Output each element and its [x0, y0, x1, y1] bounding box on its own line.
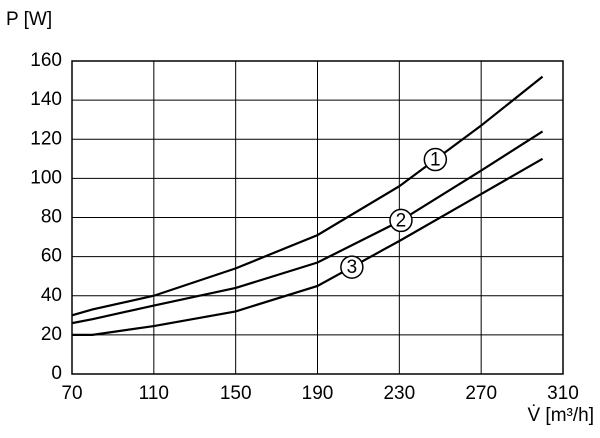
- y-tick-label: 40: [41, 285, 62, 306]
- y-tick-label: 0: [51, 363, 62, 384]
- y-axis-label: P [W]: [6, 9, 52, 30]
- x-tick-label: 190: [302, 383, 334, 404]
- curve-label-circle: [423, 147, 448, 172]
- curve: [71, 130, 544, 325]
- curve-label-circle: [389, 208, 413, 233]
- y-tick-label: 160: [30, 50, 62, 71]
- x-tick-label: 70: [61, 383, 82, 404]
- x-tick-label: 150: [220, 383, 252, 404]
- x-tick-label: 270: [465, 383, 497, 404]
- y-tick-label: 120: [30, 128, 62, 149]
- curve-label: 3: [347, 257, 358, 278]
- y-tick-label: 100: [30, 167, 62, 188]
- curve: [72, 157, 544, 336]
- curve-label: 2: [396, 210, 407, 231]
- x-tick-label: 110: [139, 383, 169, 404]
- x-tick-label: 230: [383, 383, 415, 404]
- y-tick-label: 140: [30, 89, 62, 110]
- y-tick-label: 80: [41, 207, 62, 228]
- x-axis-label: V̇ [m³/h]: [527, 405, 594, 426]
- curve-label-circle: [340, 255, 364, 279]
- curve-label: 1: [430, 150, 441, 171]
- x-tick-label: 310: [547, 383, 579, 404]
- curve: [71, 75, 544, 317]
- y-tick-label: 60: [41, 246, 62, 267]
- y-tick-label: 20: [41, 324, 62, 345]
